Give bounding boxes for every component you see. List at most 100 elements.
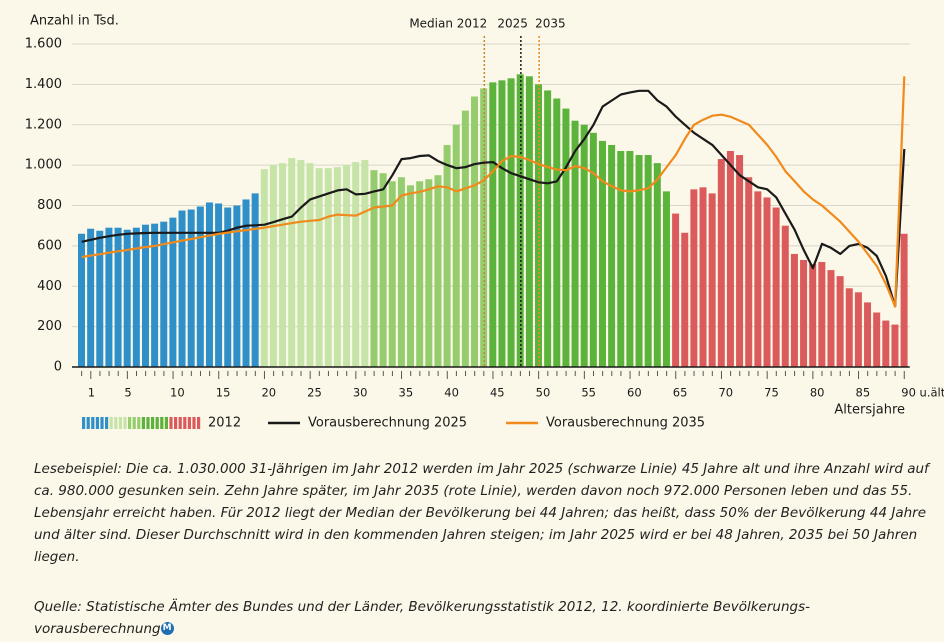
bar [864,302,872,367]
bar [854,292,862,367]
legend-swatch [128,417,132,429]
legend-swatch [114,417,118,429]
bar [736,155,744,367]
bar [891,324,899,367]
bar [781,225,789,367]
x-tick-label: 1 [88,386,95,400]
bar [397,177,405,367]
bar [333,167,341,367]
legend-swatch [100,417,104,429]
bar [297,160,305,367]
legend-swatch [137,417,141,429]
bar [105,227,113,367]
m-icon: M [160,622,174,635]
bar [205,202,213,367]
legend-swatch [197,417,201,429]
bar [763,197,771,367]
bar [279,163,287,367]
bar [845,288,853,367]
legend-label: Vorausberechnung 2025 [308,416,467,431]
bar [489,82,497,367]
legend-swatch [192,417,196,429]
bar [260,169,268,367]
x-tick-label: 65 [673,386,688,400]
y-axis-label: Anzahl in Tsd. [30,14,119,29]
x-tick-label: 50 [536,386,551,400]
median-label: 2025 [497,17,528,31]
bar [598,140,606,367]
legend-label: Vorausberechnung 2035 [546,416,705,431]
median-label: 2035 [535,17,566,31]
bar [745,177,753,367]
legend-swatch [187,417,191,429]
bar [233,205,241,367]
legend-swatch [146,417,150,429]
bar [882,320,890,367]
bar [352,162,360,367]
y-tick-label: 0 [54,360,62,375]
legend-swatch [155,417,159,429]
x-axis-label: Altersjahre [834,403,905,418]
legend-swatch [183,417,187,429]
median-label: Median 2012 [409,17,487,31]
legend-swatch [123,417,127,429]
legend-swatch [178,417,182,429]
bar [800,260,808,367]
x-tick-label: 45 [490,386,505,400]
bar [443,144,451,367]
bar [269,165,277,367]
bar [416,181,424,367]
bar [425,179,433,367]
bar [87,228,95,367]
bar [78,233,85,367]
legend-swatch [160,417,164,429]
bar [324,168,332,367]
bar [178,210,186,367]
bar [370,170,378,367]
bar [141,224,149,367]
bar [507,78,515,367]
y-tick-label: 1.600 [25,37,62,52]
x-tick-label: 25 [307,386,322,400]
y-tick-label: 400 [37,279,62,294]
bar [827,270,835,367]
bar [242,199,250,367]
bar [635,155,643,367]
bar [809,264,817,367]
bar [726,150,734,367]
bar [461,110,469,368]
x-tick-label: 85 [856,386,871,400]
x-tick-label: 35 [399,386,414,400]
bar [151,223,159,367]
x-tick-label: 60 [627,386,642,400]
source-note: Quelle: Statistische Ämter des Bundes un… [34,596,934,640]
bar [343,165,351,367]
bar [132,227,140,367]
y-tick-label: 800 [37,198,62,213]
bar [662,191,670,367]
legend-swatch [82,417,86,429]
bar [580,124,588,367]
bar [754,191,762,367]
bar [196,206,204,367]
x-tick-label: 70 [718,386,733,400]
bar [187,209,195,367]
legend-swatch [105,417,109,429]
bar [553,98,561,367]
bar [571,120,579,368]
bar [215,203,223,367]
bar [361,160,369,367]
x-tick-label: 10 [170,386,185,400]
bar [562,108,570,367]
bar [379,173,387,367]
x-tick-label: 80 [810,386,825,400]
bar [790,253,798,367]
bar [626,150,634,367]
y-tick-label: 200 [37,319,62,334]
bar [617,150,625,367]
source-text: Quelle: Statistische Ämter des Bundes un… [34,599,810,637]
bar [498,80,506,368]
bar [288,158,296,367]
bar [306,163,314,367]
x-tick-label: 15 [216,386,231,400]
